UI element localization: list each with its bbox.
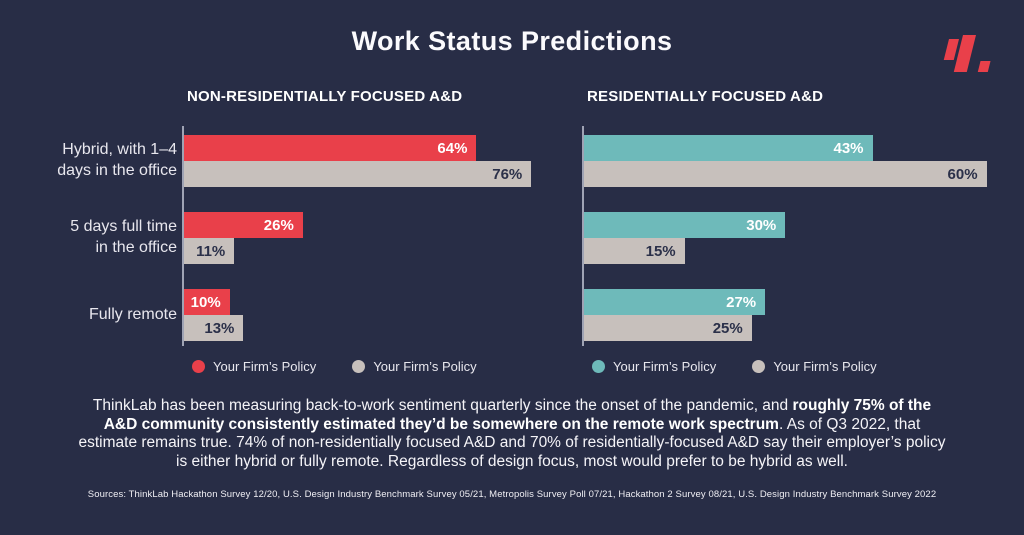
- summary-text-end: . As of Q3 2022, that estimate remains t…: [78, 415, 946, 470]
- category-label-line: in the office: [95, 239, 177, 256]
- category-label-line: 5 days full time: [70, 218, 177, 236]
- bar-group: 26% 11%: [184, 212, 545, 264]
- legend-label: Your Firm’s Policy: [373, 359, 477, 374]
- bar-primary: 43%: [584, 135, 873, 161]
- legend-non-residential: Your Firm’s Policy Your Firm’s Policy: [192, 359, 545, 374]
- legend-dot-icon: [592, 360, 605, 373]
- chart-residential: RESIDENTIALLY FOCUSED A&D 43% 60% 30% 15% 27…: [582, 88, 1000, 374]
- bar-group: 27% 25%: [584, 289, 1000, 341]
- legend-label: Your Firm’s Policy: [773, 359, 877, 374]
- legend-label: Your Firm’s Policy: [613, 359, 717, 374]
- charts-row: Hybrid, with 1–4 days in the office 5 days…: [12, 88, 1000, 374]
- page-title: Work Status Predictions: [351, 26, 673, 56]
- bar-group: 64% 76%: [184, 135, 545, 187]
- bar-plot-residential: 43% 60% 30% 15% 27% 25%: [582, 126, 1000, 346]
- category-label: 5 days full time in the office: [12, 212, 177, 264]
- category-label-line: days in the office: [57, 162, 177, 179]
- category-label-line: Hybrid, with 1–4: [62, 141, 177, 159]
- legend-dot-icon: [352, 360, 366, 373]
- bar-secondary: 25%: [584, 315, 752, 341]
- bar-secondary: 76%: [184, 161, 532, 187]
- summary-text-bold: roughly 75% of the A&D community consist…: [103, 397, 932, 433]
- category-labels-column: Hybrid, with 1–4 days in the office 5 days…: [12, 88, 177, 374]
- legend-item: Your Firm’s Policy: [752, 359, 877, 374]
- bar-secondary: 60%: [584, 161, 987, 187]
- thinklab-logo-icon: [943, 35, 991, 72]
- bar-plot-non-residential: 64% 76% 26% 11% 10% 13%: [182, 126, 545, 346]
- bar-secondary: 15%: [584, 238, 685, 264]
- bar-group: 43% 60%: [584, 135, 1000, 187]
- category-label-line: Fully remote: [88, 305, 177, 323]
- bar-primary: 26%: [184, 212, 303, 238]
- chart-title-non-residential: NON-RESIDENTIALLY FOCUSED A&D: [187, 88, 463, 105]
- legend-item: Your Firm’s Policy: [592, 359, 716, 374]
- legend-dot-icon: [752, 360, 766, 373]
- summary-text-start: ThinkLab has been measuring back-to-work…: [92, 397, 793, 414]
- bar-primary: 27%: [584, 289, 766, 315]
- chart-title-residential: RESIDENTIALLY FOCUSED A&D: [587, 88, 824, 105]
- bar-secondary: 13%: [184, 315, 244, 341]
- bar-primary: 10%: [184, 289, 230, 315]
- category-label: Fully remote: [12, 289, 177, 341]
- bar-primary: 64%: [184, 135, 477, 161]
- category-label: Hybrid, with 1–4 days in the office: [12, 135, 177, 187]
- bar-secondary: 11%: [184, 238, 235, 264]
- chart-non-residential: NON-RESIDENTIALLY FOCUSED A&D 64% 76% 26% 1…: [182, 88, 545, 374]
- legend-item: Your Firm’s Policy: [352, 359, 477, 374]
- legend-label: Your Firm’s Policy: [213, 359, 317, 374]
- sources-line: Sources: ThinkLab Hackathon Survey 12/20…: [87, 489, 937, 500]
- bar-group: 30% 15%: [584, 212, 1000, 264]
- bar-primary: 30%: [584, 212, 786, 238]
- summary-paragraph: ThinkLab has been measuring back-to-work…: [77, 397, 947, 471]
- bar-group: 10% 13%: [184, 289, 545, 341]
- legend-residential: Your Firm’s Policy Your Firm’s Policy: [592, 359, 1000, 374]
- legend-item: Your Firm’s Policy: [192, 359, 316, 374]
- legend-dot-icon: [192, 360, 205, 373]
